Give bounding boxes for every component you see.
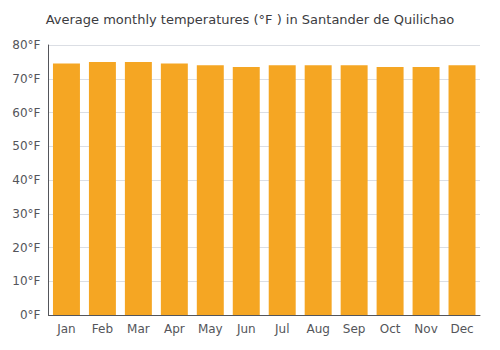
svg-text:Nov: Nov: [414, 322, 437, 336]
svg-text:Jan: Jan: [56, 322, 76, 336]
svg-text:Dec: Dec: [450, 322, 473, 336]
svg-text:May: May: [198, 322, 223, 336]
svg-text:70°F: 70°F: [12, 72, 40, 86]
svg-text:Oct: Oct: [380, 322, 401, 336]
svg-text:30°F: 30°F: [12, 207, 40, 221]
svg-text:80°F: 80°F: [12, 38, 40, 52]
svg-text:Aug: Aug: [306, 322, 329, 336]
svg-text:10°F: 10°F: [12, 274, 40, 288]
svg-text:0°F: 0°F: [20, 308, 41, 322]
svg-text:20°F: 20°F: [12, 241, 40, 255]
svg-text:Jun: Jun: [236, 322, 256, 336]
svg-text:40°F: 40°F: [12, 173, 40, 187]
svg-text:Jul: Jul: [274, 322, 289, 336]
svg-text:Feb: Feb: [92, 322, 113, 336]
svg-text:50°F: 50°F: [12, 139, 40, 153]
svg-text:Sep: Sep: [343, 322, 366, 336]
svg-text:60°F: 60°F: [12, 106, 40, 120]
svg-text:Mar: Mar: [127, 322, 150, 336]
svg-text:Average monthly temperatures (: Average monthly temperatures (°F ) in Sa…: [46, 12, 455, 27]
svg-text:Apr: Apr: [164, 322, 185, 336]
